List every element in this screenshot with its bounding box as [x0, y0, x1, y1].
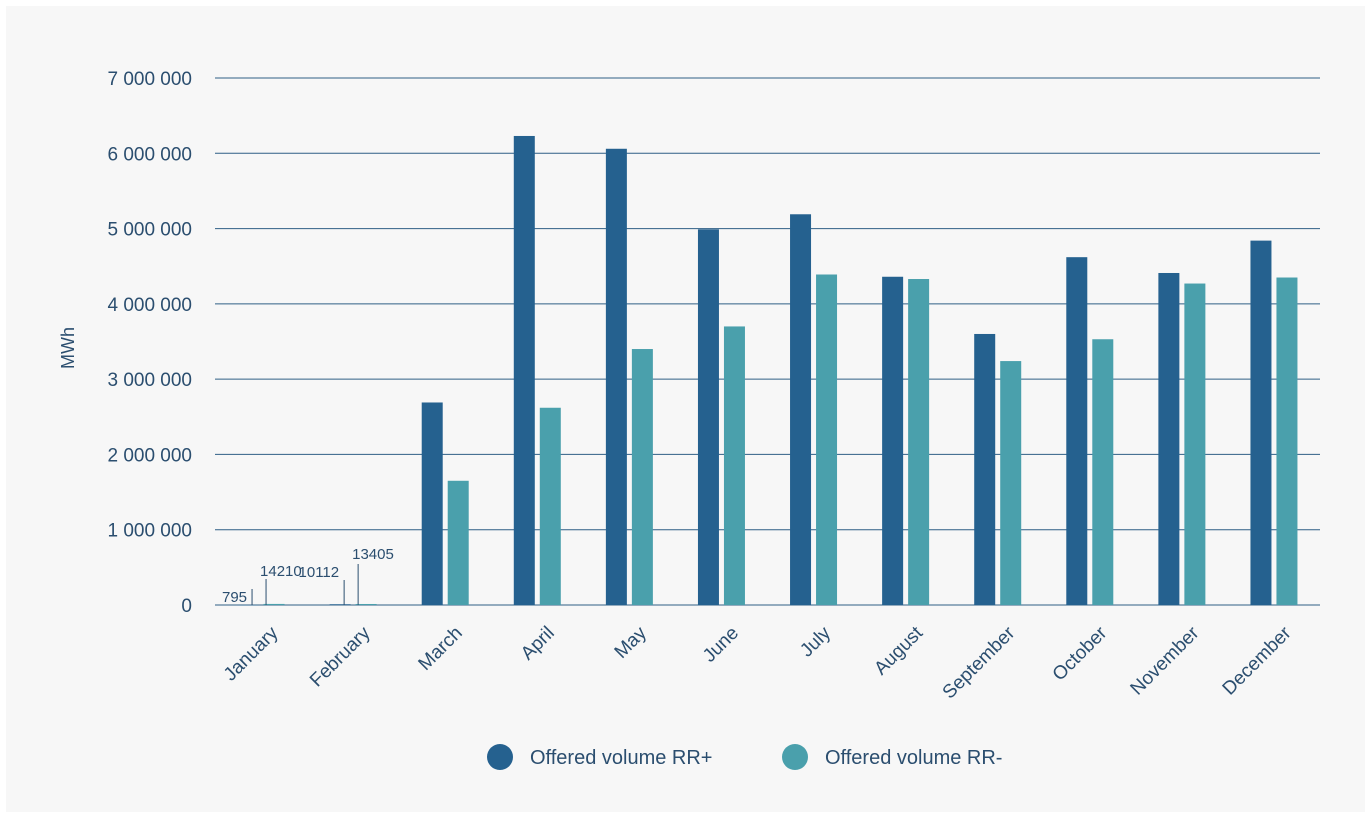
bar-rr-plus-december	[1250, 240, 1272, 606]
x-tick-label: July	[796, 622, 835, 661]
bar-rr-minus-june	[723, 326, 745, 605]
bar-chart: 0 1 000 000 2 000 000 3 000 000 4 000 000 5 0…	[58, 69, 1320, 770]
bar-rr-plus-july	[790, 214, 812, 605]
x-axis-ticks: January February March April May June July Augu…	[220, 622, 1296, 703]
chart-frame: 0 1 000 000 2 000 000 3 000 000 4 000 000 5 0…	[6, 6, 1365, 812]
legend: Offered volume RR+ Offered volume RR-	[487, 744, 1002, 770]
y-tick-label: 1 000 000	[107, 521, 192, 542]
x-tick-label: August	[870, 622, 927, 679]
legend-label: Offered volume RR+	[530, 747, 713, 769]
x-tick-label: October	[1049, 622, 1112, 685]
y-tick-label: 7 000 000	[107, 69, 192, 90]
y-tick-label: 4 000 000	[107, 295, 192, 316]
y-axis-ticks: 0 1 000 000 2 000 000 3 000 000 4 000 000 5 0…	[107, 69, 192, 617]
bar-rr-minus-december	[1276, 277, 1298, 605]
bar-rr-minus-may	[631, 349, 653, 605]
x-tick-label: January	[220, 622, 283, 685]
x-tick-label: September	[939, 622, 1020, 703]
data-label: 795	[222, 589, 247, 606]
y-axis-label: MWh	[58, 327, 78, 369]
bar-rr-plus-may	[605, 148, 627, 606]
bar-rr-minus-october	[1092, 339, 1114, 605]
bar-rr-plus-october	[1066, 257, 1088, 605]
bar-rr-minus-january	[263, 603, 285, 605]
bar-rr-plus-january	[237, 604, 259, 606]
x-tick-label: February	[306, 622, 375, 691]
bar-rr-minus-july	[816, 274, 838, 605]
y-tick-label: 6 000 000	[107, 144, 192, 165]
legend-label: Offered volume RR-	[825, 747, 1002, 769]
bar-rr-plus-september	[974, 333, 996, 605]
y-tick-label: 2 000 000	[107, 445, 192, 466]
bar-rr-minus-august	[908, 279, 930, 605]
bar-rr-minus-march	[447, 480, 469, 605]
bar-rr-minus-november	[1184, 283, 1206, 605]
bar-rr-plus-april	[513, 135, 535, 605]
x-tick-label: May	[611, 622, 652, 663]
bar-rr-plus-february	[329, 604, 351, 605]
y-tick-label: 0	[181, 596, 192, 617]
bar-rr-plus-august	[882, 276, 904, 605]
data-label: 14210	[260, 563, 302, 580]
y-tick-label: 3 000 000	[107, 370, 192, 391]
x-tick-label: April	[517, 623, 559, 665]
data-label: 13405	[352, 546, 394, 563]
bar-rr-plus-november	[1158, 272, 1180, 605]
x-tick-label: June	[699, 623, 743, 667]
bar-rr-minus-february	[355, 603, 377, 605]
y-tick-label: 5 000 000	[107, 220, 192, 241]
bar-rr-minus-april	[539, 407, 561, 605]
data-label: 10112	[299, 564, 340, 581]
legend-swatch	[487, 744, 513, 770]
x-tick-label: March	[415, 623, 467, 675]
bar-rr-minus-september	[1000, 361, 1022, 605]
bar-rr-plus-june	[697, 229, 719, 605]
x-tick-label: November	[1127, 622, 1204, 699]
x-tick-label: December	[1219, 622, 1296, 699]
legend-swatch	[782, 744, 808, 770]
bars	[237, 135, 1298, 606]
grid-lines	[215, 77, 1320, 606]
bar-rr-plus-march	[421, 402, 443, 605]
